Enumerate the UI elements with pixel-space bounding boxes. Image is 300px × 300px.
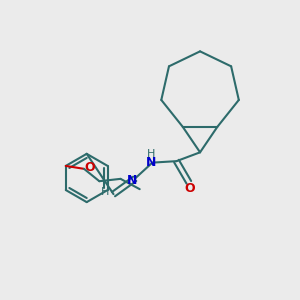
Text: O: O (84, 161, 95, 174)
Text: N: N (146, 155, 157, 169)
Text: O: O (185, 182, 195, 195)
Text: N: N (127, 174, 137, 187)
Text: H: H (101, 187, 110, 197)
Text: H: H (147, 149, 156, 159)
